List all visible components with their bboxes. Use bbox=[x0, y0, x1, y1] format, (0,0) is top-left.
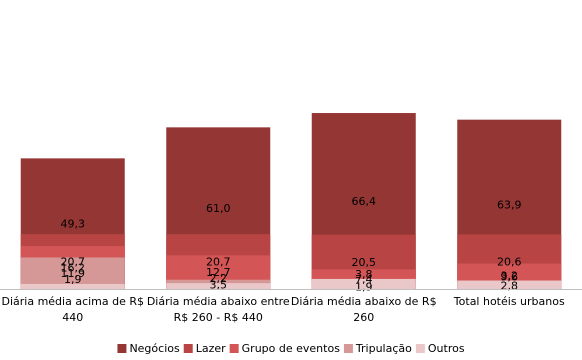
x-tick-label: Diária média acima de R$ bbox=[1, 295, 144, 308]
legend-swatch bbox=[117, 344, 127, 353]
data-label: 63,9 bbox=[497, 198, 522, 211]
legend-label: Grupo de eventos bbox=[242, 342, 341, 355]
bar-segment bbox=[311, 278, 416, 289]
legend-label: Tripulação bbox=[355, 342, 412, 355]
data-label: 3,2 bbox=[501, 270, 519, 283]
legend: Negócios Lazer Grupo de eventos Tripulação O… bbox=[117, 342, 465, 355]
data-label: 20,7 bbox=[61, 256, 86, 269]
x-tick-label: R$ 260 - R$ 440 bbox=[174, 311, 263, 324]
legend-label: Negócios bbox=[129, 342, 180, 355]
legend-swatch bbox=[343, 344, 353, 353]
data-label: 20,7 bbox=[206, 256, 231, 269]
data-label: 49,3 bbox=[61, 218, 86, 231]
bar-segment bbox=[457, 280, 562, 289]
legend-label: Outros bbox=[428, 342, 465, 355]
x-tick-label: Total hotéis urbanos bbox=[453, 295, 565, 308]
legend-swatch bbox=[183, 344, 193, 353]
legend-label: Lazer bbox=[196, 342, 226, 355]
bar-segment bbox=[166, 283, 271, 289]
data-label: 11,9 bbox=[61, 267, 86, 280]
data-label: 12,7 bbox=[206, 266, 231, 279]
legend-swatch bbox=[229, 344, 239, 353]
data-label: 1,9 bbox=[355, 280, 373, 293]
x-tick-label: 440 bbox=[62, 311, 83, 324]
bars-layer bbox=[20, 113, 562, 289]
x-tick-label: Diária média abaixo de R$ bbox=[291, 295, 437, 308]
bar-segment bbox=[20, 283, 125, 289]
data-label: 2,2 bbox=[210, 272, 228, 285]
data-label: 16,2 bbox=[61, 262, 86, 275]
data-label: 20,5 bbox=[352, 256, 377, 269]
data-label: 9,6 bbox=[501, 270, 519, 283]
x-tick-label: 260 bbox=[353, 311, 374, 324]
legend-swatch bbox=[415, 344, 425, 353]
x-tick-label: Diária média abaixo entre bbox=[147, 295, 290, 308]
value-labels-layer: 49,320,716,211,91,961,020,712,73,52,266,… bbox=[61, 195, 522, 293]
bar-segment bbox=[20, 257, 125, 289]
data-label: 1,9 bbox=[64, 273, 82, 286]
data-label: 20,6 bbox=[497, 256, 522, 269]
data-label: 3,8 bbox=[355, 268, 373, 281]
data-label: 3,5 bbox=[210, 278, 228, 291]
data-label: 7,4 bbox=[355, 273, 373, 286]
x-axis-tick-labels: Diária média acima de R$ 440 Diária média … bbox=[1, 295, 564, 324]
data-label: 61,0 bbox=[206, 202, 231, 215]
data-label: 66,4 bbox=[352, 195, 377, 208]
